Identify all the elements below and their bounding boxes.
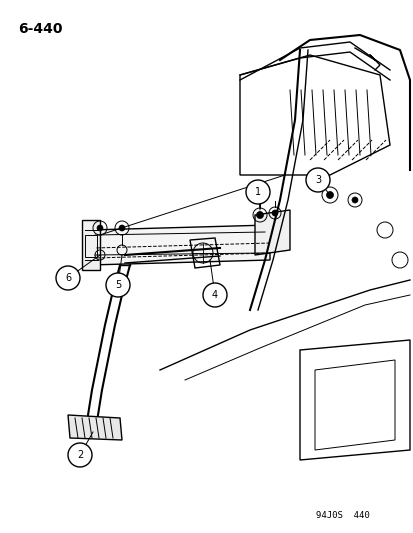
Polygon shape <box>68 415 122 440</box>
Circle shape <box>326 191 333 198</box>
Text: 4: 4 <box>211 290 218 300</box>
Text: 6: 6 <box>65 273 71 283</box>
Text: 5: 5 <box>114 280 121 290</box>
Text: 3: 3 <box>314 175 320 185</box>
Circle shape <box>119 225 125 231</box>
Text: 2: 2 <box>77 450 83 460</box>
Text: 1: 1 <box>254 187 261 197</box>
Circle shape <box>97 225 103 231</box>
Circle shape <box>271 210 277 216</box>
Circle shape <box>202 283 226 307</box>
Circle shape <box>351 197 357 203</box>
Text: 6-440: 6-440 <box>18 22 62 36</box>
Circle shape <box>68 443 92 467</box>
Circle shape <box>305 168 329 192</box>
Circle shape <box>106 273 130 297</box>
Polygon shape <box>254 210 289 255</box>
Polygon shape <box>82 220 100 270</box>
Circle shape <box>245 180 269 204</box>
Text: 94J0S  440: 94J0S 440 <box>316 511 369 520</box>
Circle shape <box>56 266 80 290</box>
Circle shape <box>256 212 263 219</box>
Polygon shape <box>90 225 269 265</box>
